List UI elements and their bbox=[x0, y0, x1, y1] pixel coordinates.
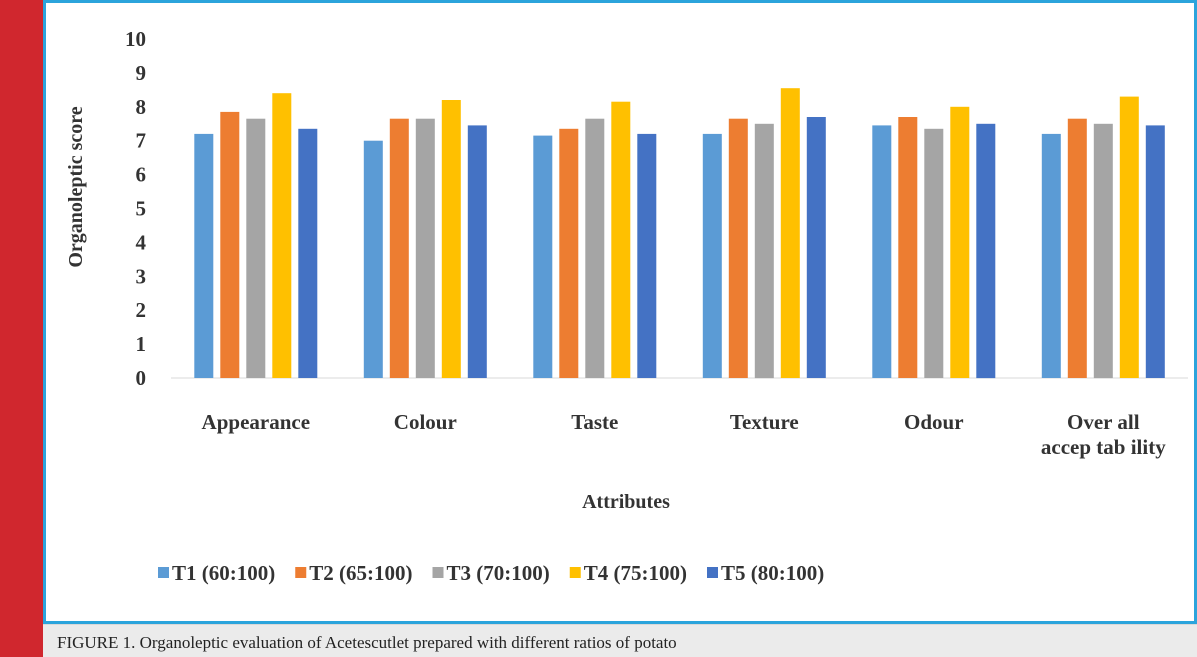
x-category-label: Taste bbox=[571, 410, 618, 434]
x-category-label: Appearance bbox=[202, 410, 311, 434]
y-axis-ticks: 0 1 2 3 4 5 6 7 8 9 10 bbox=[125, 27, 147, 390]
y-tick-label: 8 bbox=[136, 95, 147, 119]
legend-label: T1 (60:100) bbox=[172, 561, 275, 585]
legend-label: T5 (80:100) bbox=[721, 561, 824, 585]
legend-label: T4 (75:100) bbox=[584, 561, 687, 585]
bar bbox=[924, 128, 944, 378]
y-axis-title: Organoleptic score bbox=[65, 106, 87, 267]
bar bbox=[415, 118, 435, 378]
caption-bar: FIGURE 1. Organoleptic evaluation of Ace… bbox=[43, 624, 1197, 657]
bar bbox=[1119, 96, 1139, 378]
legend-swatch bbox=[295, 567, 307, 578]
y-tick-label: 3 bbox=[136, 264, 147, 288]
y-tick-label: 5 bbox=[136, 197, 147, 221]
x-axis-category-labels: Appearance Colour Taste Texture Odour Over al… bbox=[202, 410, 1167, 459]
bar bbox=[1145, 125, 1165, 379]
bar bbox=[754, 123, 774, 379]
y-tick-label: 10 bbox=[125, 27, 146, 51]
bar bbox=[637, 133, 657, 378]
bar bbox=[872, 125, 892, 379]
figure-caption: FIGURE 1. Organoleptic evaluation of Ace… bbox=[57, 633, 677, 652]
bar bbox=[611, 101, 631, 378]
bar bbox=[441, 100, 461, 378]
bar bbox=[220, 111, 240, 379]
legend: T1 (60:100) T2 (65:100) T3 (70:100) T4 (75:… bbox=[158, 561, 824, 585]
bar bbox=[780, 88, 800, 378]
y-tick-label: 2 bbox=[136, 298, 147, 322]
legend-swatch bbox=[707, 567, 718, 578]
bar bbox=[363, 140, 383, 378]
bar bbox=[806, 117, 826, 378]
y-tick-label: 0 bbox=[136, 366, 147, 390]
legend-swatch bbox=[432, 567, 444, 578]
bar bbox=[272, 93, 292, 378]
bars bbox=[194, 88, 1165, 379]
y-tick-label: 6 bbox=[136, 163, 147, 187]
x-axis-title: Attributes bbox=[582, 491, 670, 513]
bar bbox=[533, 135, 553, 378]
bar bbox=[898, 117, 918, 378]
bar bbox=[298, 128, 318, 378]
x-category-label: Colour bbox=[394, 410, 457, 434]
x-category-label: Over all bbox=[1067, 410, 1140, 434]
x-category-label: Texture bbox=[730, 410, 799, 434]
y-tick-label: 4 bbox=[136, 230, 147, 254]
bar bbox=[389, 118, 409, 378]
bar bbox=[467, 125, 487, 379]
x-category-label: accep tab ility bbox=[1041, 435, 1166, 459]
bar bbox=[702, 133, 722, 378]
y-tick-label: 1 bbox=[136, 332, 147, 356]
bar bbox=[950, 106, 970, 379]
bar bbox=[246, 118, 266, 378]
bar-chart: 0 1 2 3 4 5 6 7 8 9 10 Appearance Colour Taste Textur… bbox=[65, 27, 1188, 585]
figure-frame: 0 1 2 3 4 5 6 7 8 9 10 Appearance Colour Taste Textur… bbox=[43, 0, 1197, 624]
bar bbox=[559, 128, 579, 378]
y-tick-label: 7 bbox=[136, 129, 147, 153]
bar bbox=[1041, 133, 1061, 378]
legend-swatch bbox=[158, 567, 169, 578]
bar bbox=[585, 118, 605, 378]
y-tick-label: 9 bbox=[136, 61, 147, 85]
legend-swatch bbox=[569, 567, 581, 578]
bar bbox=[194, 133, 214, 378]
bar bbox=[1067, 118, 1087, 378]
bar bbox=[976, 123, 996, 379]
x-category-label: Odour bbox=[904, 410, 964, 434]
left-accent-bar bbox=[0, 0, 43, 657]
bar bbox=[728, 118, 748, 378]
bar bbox=[1093, 123, 1113, 379]
legend-label: T3 (70:100) bbox=[447, 561, 550, 585]
legend-label: T2 (65:100) bbox=[309, 561, 412, 585]
